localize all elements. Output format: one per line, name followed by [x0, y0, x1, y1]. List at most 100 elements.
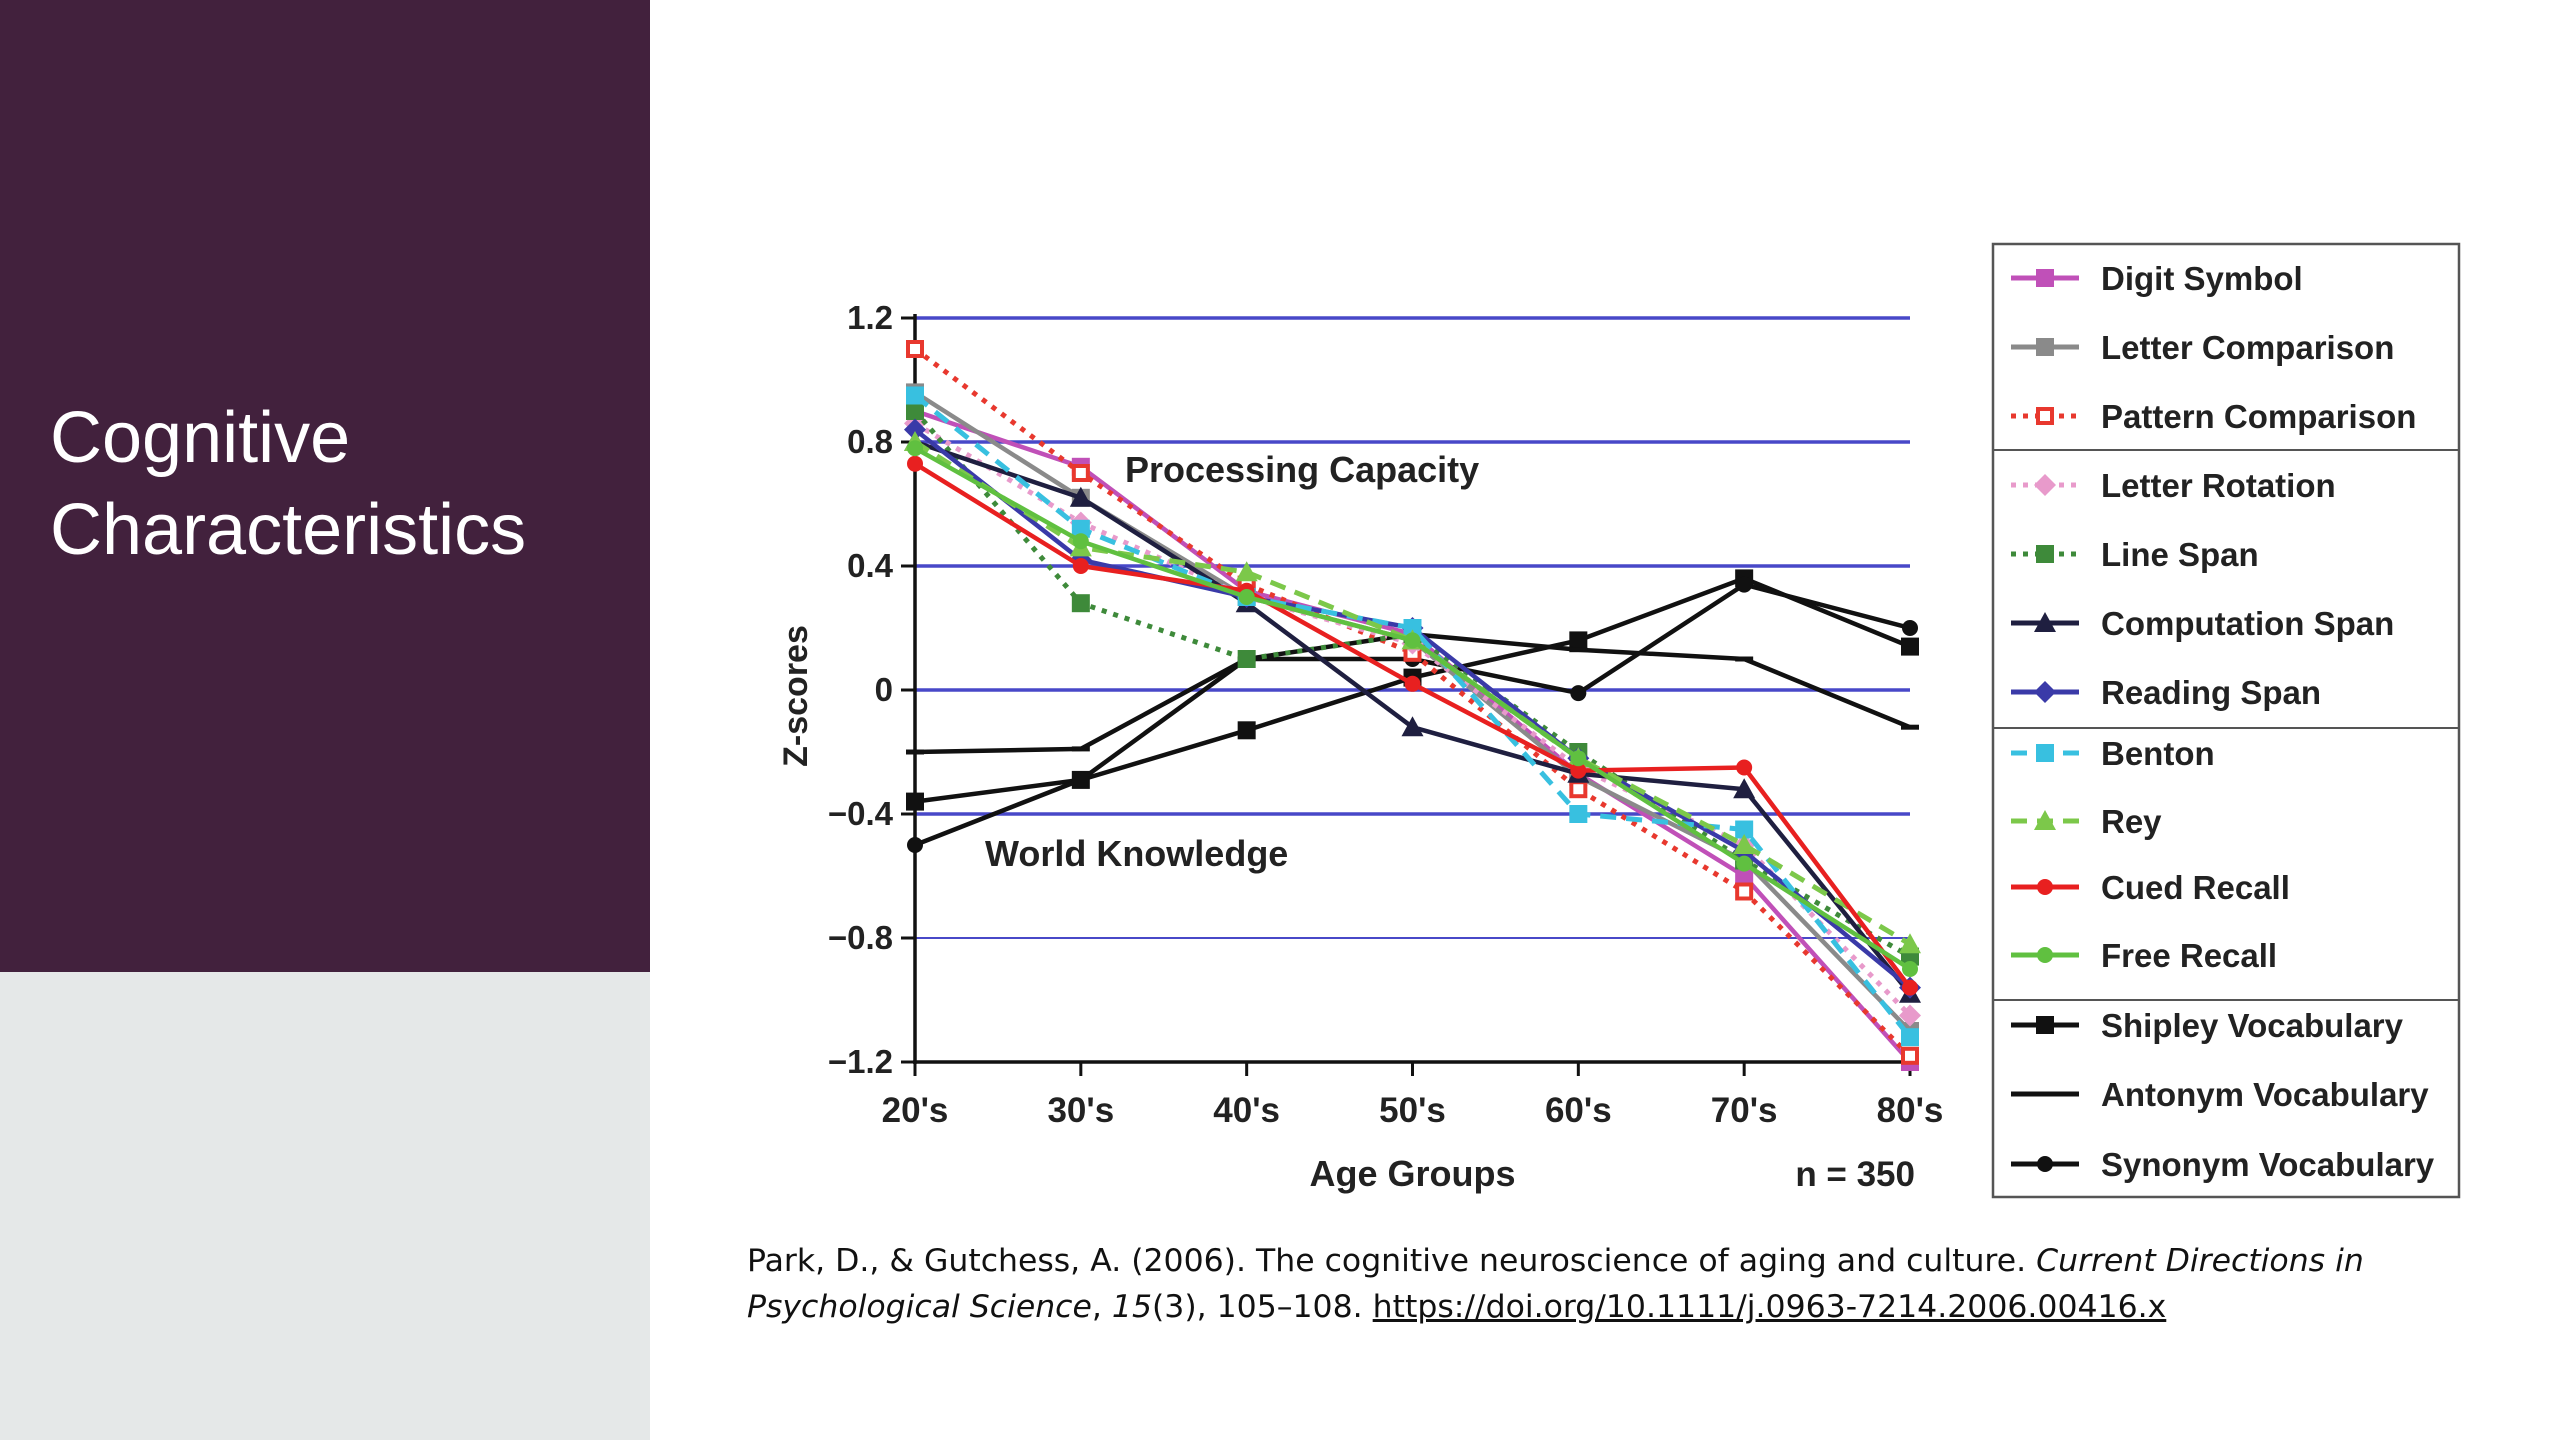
- legend-item-reading-span: Reading Span: [2011, 674, 2321, 711]
- x-tick-label: 50's: [1379, 1091, 1446, 1130]
- legend-label-digit-symbol: Digit Symbol: [2101, 260, 2303, 297]
- data-point-benton: [1569, 805, 1588, 823]
- y-tick-label: −0.4: [828, 795, 894, 832]
- x-tick-label: 70's: [1711, 1091, 1778, 1130]
- data-point-antonym-vocabulary: [1735, 656, 1754, 662]
- legend-item-antonym-vocabulary: Antonym Vocabulary: [2011, 1076, 2429, 1113]
- data-point-line-span: [906, 402, 924, 420]
- data-point-benton: [1901, 1028, 1919, 1047]
- data-point-antonym-vocabulary: [1569, 647, 1588, 653]
- legend-item-line-span: Line Span: [2011, 536, 2259, 573]
- data-point-free-recall: [907, 440, 923, 457]
- x-tick-label: 80's: [1877, 1091, 1944, 1130]
- legend-label-shipley-vocabulary: Shipley Vocabulary: [2101, 1007, 2404, 1044]
- legend-label-line-span: Line Span: [2101, 536, 2259, 573]
- data-point-synonym-vocabulary: [1072, 771, 1089, 788]
- legend-marker-computation-span: [2034, 612, 2056, 632]
- legend-label-letter-comparison: Letter Comparison: [2101, 329, 2394, 366]
- legend-marker-rey: [2034, 810, 2056, 830]
- legend-marker-free-recall: [2037, 947, 2053, 963]
- legend-marker-antonym-vocabulary: [2036, 1091, 2054, 1097]
- y-tick-label: 0.4: [847, 547, 894, 584]
- legend-marker-shipley-vocabulary: [2036, 1016, 2054, 1034]
- legend-item-benton: Benton: [2011, 735, 2215, 772]
- legend-marker-reading-span: [2034, 681, 2056, 703]
- legend-label-free-recall: Free Recall: [2101, 937, 2277, 974]
- legend-item-letter-comparison: Letter Comparison: [2011, 329, 2394, 366]
- legend-box: [1991, 242, 2461, 1199]
- data-point-pattern-comparison: [1569, 780, 1588, 799]
- data-point-pattern-comparison: [906, 340, 924, 358]
- data-point-synonym-vocabulary: [907, 837, 923, 853]
- legend-item-synonym-vocabulary: Synonym Vocabulary: [2011, 1146, 2435, 1183]
- data-point-benton: [1403, 619, 1422, 637]
- data-point-digit-symbol: [1735, 867, 1754, 885]
- data-point-cued-recall: [907, 455, 923, 472]
- y-tick-label: 0: [875, 671, 893, 708]
- data-point-benton: [1735, 820, 1754, 839]
- title-panel: [0, 0, 650, 972]
- series-digit-symbol: [906, 402, 1919, 1071]
- data-point-free-recall: [1238, 589, 1255, 605]
- x-tick-label: 40's: [1213, 1091, 1280, 1130]
- annotation-world-knowledge: World Knowledge: [985, 833, 1288, 874]
- citation: Park, D., & Gutchess, A. (2006). The cog…: [747, 1238, 2447, 1330]
- legend-label-computation-span: Computation Span: [2101, 605, 2394, 642]
- legend-label-pattern-comparison: Pattern Comparison: [2101, 398, 2416, 435]
- legend-marker-letter-rotation: [2034, 474, 2056, 496]
- data-point-rey: [1235, 561, 1258, 582]
- y-tick-label: 1.2: [847, 299, 893, 336]
- data-point-pattern-comparison: [1901, 1046, 1919, 1065]
- citation-volume: 15: [1111, 1289, 1152, 1325]
- legend-item-shipley-vocabulary: Shipley Vocabulary: [2011, 1007, 2404, 1044]
- data-point-synonym-vocabulary: [1736, 576, 1753, 593]
- slide-title-line-2: Characteristics: [50, 490, 527, 570]
- data-point-free-recall: [1902, 961, 1918, 977]
- y-tick-label: 0.8: [847, 423, 893, 460]
- legend-marker-line-span: [2036, 545, 2054, 563]
- annotation-sample-size: n = 350: [1795, 1155, 1915, 1194]
- data-point-antonym-vocabulary: [1071, 746, 1090, 752]
- legend-item-free-recall: Free Recall: [2011, 937, 2277, 974]
- data-point-letter-rotation: [1899, 1004, 1921, 1027]
- series-benton: [906, 386, 1919, 1047]
- series-reading-span: [904, 418, 1921, 999]
- citation-doi-link[interactable]: https://doi.org/10.1111/j.0963-7214.2006…: [1372, 1289, 2167, 1325]
- data-point-synonym-vocabulary: [1570, 685, 1587, 702]
- legend-item-rey: Rey: [2011, 803, 2162, 840]
- y-axis-title: Z-scores: [777, 625, 815, 767]
- legend-label-synonym-vocabulary: Synonym Vocabulary: [2101, 1146, 2435, 1183]
- series-line-digit-symbol: [914, 408, 1912, 1064]
- legend-item-cued-recall: Cued Recall: [2011, 869, 2290, 906]
- data-point-computation-span: [1069, 486, 1092, 507]
- data-point-line-span: [1237, 650, 1256, 668]
- series-computation-span: [904, 431, 1921, 1003]
- legend-marker-pattern-comparison: [2036, 407, 2054, 425]
- data-point-cued-recall: [1570, 762, 1587, 779]
- x-axis-title: Age Groups: [1309, 1153, 1515, 1194]
- legend-marker-digit-symbol: [2036, 269, 2054, 287]
- legend-label-rey: Rey: [2101, 803, 2162, 840]
- x-tick-label: 60's: [1545, 1091, 1612, 1130]
- citation-authors: Park, D., & Gutchess, A. (2006). The cog…: [747, 1243, 2037, 1279]
- data-point-cued-recall: [1072, 558, 1089, 574]
- legend-item-pattern-comparison: Pattern Comparison: [2011, 398, 2416, 435]
- data-point-computation-span: [1401, 716, 1424, 737]
- data-point-shipley-vocabulary: [1237, 721, 1256, 740]
- series-line-free-recall: [913, 446, 1912, 971]
- y-tick-label: −0.8: [828, 919, 893, 956]
- citation-issue-pages: (3), 105–108.: [1152, 1289, 1373, 1325]
- data-point-cued-recall: [1404, 675, 1421, 692]
- citation-journal: Current Directions in Psychological Scie…: [747, 1243, 2364, 1325]
- data-point-shipley-vocabulary: [906, 792, 924, 811]
- data-point-free-recall: [1072, 533, 1089, 550]
- legend-marker-benton: [2036, 744, 2054, 762]
- data-point-reading-span: [904, 418, 926, 441]
- legend-marker-letter-comparison: [2036, 338, 2054, 356]
- legend-label-letter-rotation: Letter Rotation: [2101, 467, 2336, 504]
- legend-marker-cued-recall: [2037, 879, 2053, 895]
- data-point-line-span: [1071, 594, 1090, 613]
- data-point-cued-recall: [1902, 979, 1918, 996]
- slide-title: Cognitive Characteristics: [50, 392, 630, 576]
- data-point-antonym-vocabulary: [1901, 724, 1919, 730]
